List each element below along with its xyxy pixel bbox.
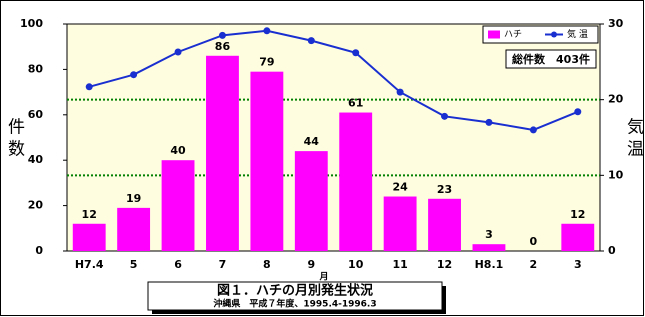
x-tick-label: 10 — [348, 258, 364, 271]
legend-label: ハチ — [504, 29, 522, 40]
x-axis-title: 月 — [318, 272, 328, 283]
y2-tick-label: 0 — [608, 244, 616, 257]
bar — [117, 207, 151, 251]
point — [218, 31, 226, 39]
point — [529, 126, 537, 134]
y-tick-label: 60 — [28, 108, 44, 121]
point — [441, 112, 449, 120]
bar — [250, 71, 284, 251]
legend — [482, 25, 599, 44]
x-tick-label: 11 — [392, 258, 407, 271]
x-tick-label: H7.4 — [75, 258, 104, 271]
x-tick-label: 8 — [263, 258, 271, 271]
value-label: 3 — [485, 228, 493, 241]
y-axis-title: 件 数 — [4, 117, 25, 156]
y2-tick-label: 30 — [608, 17, 624, 30]
annotation: 総件数 403件 — [512, 52, 590, 66]
value-label: 12 — [570, 208, 585, 221]
point — [85, 83, 93, 91]
y-tick-label: 20 — [28, 199, 44, 212]
legend-swatch — [551, 31, 557, 38]
x-tick-label: 12 — [437, 258, 452, 271]
annotation-box — [505, 49, 597, 69]
value-label: 0 — [530, 235, 538, 248]
line — [88, 29, 579, 131]
value-label: 19 — [126, 192, 141, 205]
legend-label: 気 温 — [567, 28, 588, 40]
point — [307, 37, 315, 45]
point — [352, 49, 360, 57]
value-label: 24 — [392, 181, 408, 194]
y2-axis-title: 気 温 — [623, 117, 644, 156]
bar — [383, 196, 417, 251]
value-label: 86 — [215, 40, 231, 53]
value-label: 12 — [82, 208, 97, 221]
y-tick-label: 0 — [35, 244, 43, 257]
value-label: 79 — [259, 56, 274, 69]
point — [485, 118, 493, 126]
y-tick-label: 40 — [28, 153, 44, 166]
x-tick-label: 6 — [174, 258, 182, 271]
x-tick-label: 5 — [130, 258, 138, 271]
point — [396, 88, 404, 96]
bar — [339, 112, 373, 251]
legend-swatch — [488, 30, 500, 39]
point — [263, 27, 271, 35]
bar — [206, 55, 239, 251]
chart-subtitle: 沖縄県 平成７年度、1995.4-1996.3 — [213, 298, 376, 310]
y2-tick-label: 20 — [608, 93, 624, 106]
value-label: 44 — [304, 135, 320, 148]
title-box — [147, 281, 443, 311]
bar — [561, 223, 595, 251]
x-tick-label: 3 — [574, 258, 582, 271]
bar — [161, 160, 195, 251]
x-tick-label: 9 — [307, 258, 315, 271]
bar — [294, 151, 328, 251]
y-tick-label: 80 — [28, 62, 44, 75]
bar — [428, 198, 461, 251]
x-tick-label: 7 — [219, 258, 227, 271]
x-tick-label: 2 — [530, 258, 538, 271]
chart-title: 図１．ハチの月別発生状況 — [217, 283, 373, 299]
y2-tick-label: 10 — [608, 168, 624, 181]
bar — [472, 244, 506, 251]
value-label: 40 — [170, 144, 186, 157]
point — [130, 71, 138, 79]
bar — [72, 223, 106, 251]
value-label: 23 — [437, 183, 452, 196]
value-label: 61 — [348, 97, 363, 110]
x-tick-label: H8.1 — [475, 258, 504, 271]
y-tick-label: 100 — [20, 17, 43, 30]
point — [574, 108, 582, 116]
point — [174, 48, 182, 56]
